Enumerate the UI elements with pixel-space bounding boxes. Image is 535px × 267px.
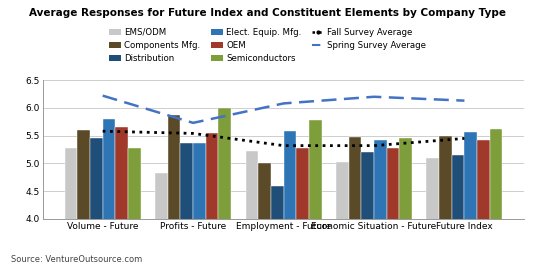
Bar [374, 140, 387, 267]
Bar [439, 136, 452, 267]
Text: Average Responses for Future Index and Constituent Elements by Company Type: Average Responses for Future Index and C… [29, 8, 506, 18]
Bar [309, 120, 322, 267]
Bar [206, 134, 218, 267]
Bar [246, 151, 258, 267]
Bar [387, 148, 399, 267]
Bar [65, 148, 78, 267]
Bar [168, 115, 180, 267]
Bar [90, 138, 103, 267]
Text: Source: VentureOutsource.com: Source: VentureOutsource.com [11, 255, 142, 264]
Bar [103, 119, 116, 267]
Bar [218, 108, 231, 267]
Bar [193, 143, 206, 267]
Bar [155, 173, 168, 267]
Bar [490, 129, 502, 267]
Legend: EMS/ODM, Components Mfg., Distribution, Elect. Equip. Mfg., OEM, Semiconductors,: EMS/ODM, Components Mfg., Distribution, … [109, 28, 426, 63]
Bar [78, 130, 90, 267]
Bar [349, 137, 361, 267]
Bar [258, 163, 271, 267]
Bar [128, 148, 141, 267]
Bar [477, 140, 490, 267]
Bar [271, 186, 284, 267]
Bar [180, 143, 193, 267]
Bar [296, 148, 309, 267]
Bar [399, 138, 412, 267]
Bar [284, 131, 296, 267]
Bar [361, 152, 374, 267]
Bar [336, 162, 349, 267]
Bar [426, 158, 439, 267]
Bar [452, 155, 464, 267]
Bar [116, 127, 128, 267]
Bar [464, 132, 477, 267]
